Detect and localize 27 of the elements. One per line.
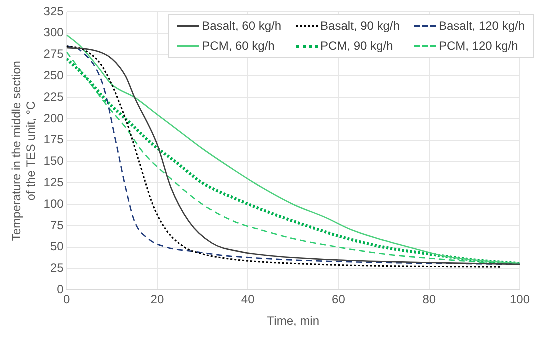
- y-tick-label: 250: [44, 68, 64, 83]
- x-tick-label: 40: [241, 292, 256, 307]
- y-tick-label: 75: [50, 218, 64, 232]
- legend-label: PCM, 120 kg/h: [438, 39, 518, 53]
- y-tick-label: 0: [57, 282, 64, 297]
- legend-label: PCM, 90 kg/h: [320, 39, 394, 53]
- legend-label: Basalt, 60 kg/h: [202, 19, 282, 33]
- legend-label: Basalt, 90 kg/h: [320, 19, 400, 33]
- y-tick-label: 275: [44, 47, 64, 62]
- x-axis-title: Time, min: [267, 314, 320, 328]
- y-tick-label: 325: [44, 4, 64, 18]
- y-tick-label: 225: [44, 90, 64, 104]
- y-tick-label: 200: [44, 111, 64, 126]
- y-tick-label: 25: [50, 261, 64, 276]
- x-tick-label: 100: [510, 292, 530, 307]
- y-tick-label: 125: [44, 176, 64, 190]
- legend-label: PCM, 60 kg/h: [202, 39, 275, 53]
- x-tick-label: 20: [150, 292, 164, 307]
- y-tick-label: 150: [44, 154, 64, 168]
- x-tick-label: 80: [422, 292, 436, 307]
- y-tick-label: 50: [50, 240, 64, 254]
- y-tick-label: 175: [44, 132, 64, 147]
- y-tick-label: 100: [44, 196, 64, 211]
- y-tick-label: 300: [44, 26, 64, 40]
- legend-label: Basalt, 120 kg/h: [438, 19, 525, 33]
- y-axis-title: Temperature in the middle section of the TES unit, °C: [10, 61, 38, 242]
- x-tick-label: 60: [332, 292, 346, 307]
